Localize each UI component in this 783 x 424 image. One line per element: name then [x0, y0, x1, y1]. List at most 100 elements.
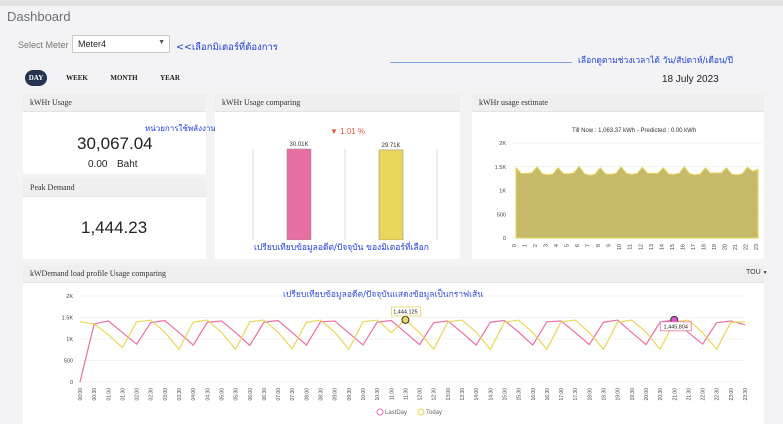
- x-tick-label: 01:30: [120, 388, 126, 401]
- select-meter-label: Select Meter: [18, 40, 69, 50]
- x-tick-label: 07:30: [290, 388, 296, 401]
- x-tick-label: 10: [617, 244, 623, 250]
- usage-card: kWHr Usage: [23, 94, 206, 174]
- series-line-lastday: [79, 319, 746, 383]
- y-tick-label: 500: [497, 212, 506, 218]
- x-tick-label: 03:30: [177, 388, 183, 401]
- bar-data-label: 30.01K: [289, 142, 308, 148]
- x-tick-label: 18:30: [602, 388, 608, 401]
- bar-data-label: 29.71K: [381, 143, 400, 149]
- y-tick-label: 2K: [66, 294, 73, 300]
- y-tick-label: 1.5K: [495, 165, 507, 171]
- x-tick-label: 19:30: [630, 388, 636, 401]
- annotation-select-meter: <<เลือกมิเตอร์ที่ต้องการ: [176, 42, 278, 53]
- annotation-box: [391, 306, 421, 317]
- x-tick-label: 23: [754, 244, 760, 250]
- x-tick-label: 06:00: [248, 388, 254, 401]
- x-tick-label: 07:00: [276, 388, 282, 401]
- x-tick-label: 22: [743, 244, 749, 250]
- tab-month[interactable]: MONTH: [110, 74, 138, 82]
- x-tick-label: 15: [670, 244, 676, 250]
- x-tick-label: 22:30: [715, 388, 721, 401]
- y-tick-label: 1K: [499, 189, 506, 195]
- estimate-area: [515, 165, 759, 239]
- bar: [286, 148, 312, 240]
- y-tick-label: 2K: [499, 141, 506, 147]
- chevron-down-icon: ▼: [762, 270, 768, 276]
- profile-chart: 0 500 1K 1.5K 2K 00:00 00:30 01:00 01:30 02:00 02:…: [62, 294, 749, 416]
- x-tick-label: 8: [596, 244, 602, 247]
- x-tick-label: 17: [691, 244, 697, 250]
- tou-dropdown[interactable]: TOU ▼: [746, 269, 768, 276]
- x-tick-label: 15:00: [502, 388, 508, 401]
- x-tick-label: 16:00: [531, 388, 537, 401]
- x-tick-label: 17:00: [559, 388, 565, 401]
- x-tick-label: 23:00: [729, 388, 735, 401]
- annotation-date-pick: เลือกดูตามช่วงเวลาได้ วัน/สัปดาห์/เดือน/…: [578, 56, 734, 66]
- x-tick-label: 19: [712, 244, 718, 250]
- x-tick-label: 03:00: [163, 388, 169, 401]
- x-tick-label: 17:30: [573, 388, 579, 401]
- x-tick-label: 11: [628, 244, 634, 250]
- x-tick-label: 11:00: [389, 388, 395, 400]
- peak-value: 1,444.23: [81, 218, 148, 237]
- chevron-down-icon: ▼: [158, 39, 165, 46]
- x-tick-label: 02:30: [149, 388, 155, 401]
- comparing-card-title: kWHr Usage comparing: [215, 94, 460, 112]
- x-tick-label: 04:30: [205, 388, 211, 401]
- x-tick-label: 20:00: [644, 388, 650, 401]
- tab-year[interactable]: YEAR: [160, 74, 180, 82]
- x-tick-label: 16:30: [545, 388, 551, 401]
- x-tick-label: 02:00: [135, 388, 141, 401]
- x-tick-label: 05:30: [234, 388, 240, 401]
- x-tick-label: 3: [544, 244, 550, 247]
- profile-card-title: kWDemand load profile Usage comparing: [23, 265, 764, 283]
- x-tick-label: 08:00: [304, 388, 310, 401]
- x-tick-label: 21:30: [686, 388, 692, 401]
- x-tick-label: 12: [638, 244, 644, 250]
- change-percent: ▼ 1.01 %: [330, 127, 366, 136]
- tab-week[interactable]: WEEK: [66, 74, 88, 82]
- x-tick-label: 01:00: [106, 388, 112, 401]
- meter-select-value: Meter4: [78, 39, 107, 49]
- x-tick-label: 15:30: [517, 388, 523, 401]
- profile-card: kWDemand load profile Usage comparing: [23, 265, 764, 424]
- x-tick-label: 06:30: [262, 388, 268, 401]
- meter-select[interactable]: Meter4 ▼: [72, 35, 170, 53]
- annotation-compare: เปรียบเทียบข้อมูลอดีต/ปัจจุบัน ของมิเตอร…: [254, 243, 429, 253]
- peak-card-title: Peak Demand: [23, 179, 206, 197]
- x-tick-label: 10:00: [361, 388, 367, 401]
- legend-label: LastDay: [385, 410, 407, 416]
- annotation-profile: เปรียบเทียบข้อมูลอดีต/ปัจจุบันแสดงข้อมูล…: [283, 290, 484, 300]
- x-tick-label: 4: [554, 244, 560, 247]
- annotation-unit: หน่วยการใช้พลังงาน: [145, 124, 216, 133]
- annotation-label: 1,444.125: [393, 309, 417, 315]
- x-tick-label: 14:30: [488, 388, 494, 401]
- x-tick-label: 21: [733, 244, 739, 250]
- estimate-card-title: kWHr usage estimate: [472, 94, 764, 112]
- tab-day[interactable]: DAY: [25, 70, 47, 86]
- legend-label: Today: [426, 410, 442, 416]
- x-tick-label: 13: [649, 244, 655, 250]
- x-tick-label: 00:00: [78, 388, 84, 401]
- y-tick-label: 1.5K: [62, 316, 74, 322]
- x-tick-label: 08:30: [319, 388, 325, 401]
- annotation-divider: [390, 62, 572, 63]
- x-tick-label: 9: [607, 244, 613, 247]
- x-tick-label: 21:00: [672, 388, 678, 401]
- x-tick-label: 6: [575, 244, 581, 247]
- comparing-chart: 30.01K 29.71K: [252, 142, 438, 240]
- y-tick-label: 500: [64, 359, 73, 365]
- x-tick-label: 2: [533, 244, 539, 247]
- x-tick-label: 20: [722, 244, 728, 250]
- x-tick-label: 18:00: [587, 388, 593, 401]
- x-tick-label: 04:00: [191, 388, 197, 401]
- x-tick-label: 12:00: [418, 388, 424, 401]
- highlight-point-today: [401, 315, 410, 324]
- comparing-card: kWHr Usage comparing: [215, 94, 460, 259]
- page-title: Dashboard: [7, 9, 71, 24]
- x-tick-label: 09:30: [347, 388, 353, 401]
- y-tick-label: 0: [70, 380, 73, 386]
- bar: [378, 149, 404, 240]
